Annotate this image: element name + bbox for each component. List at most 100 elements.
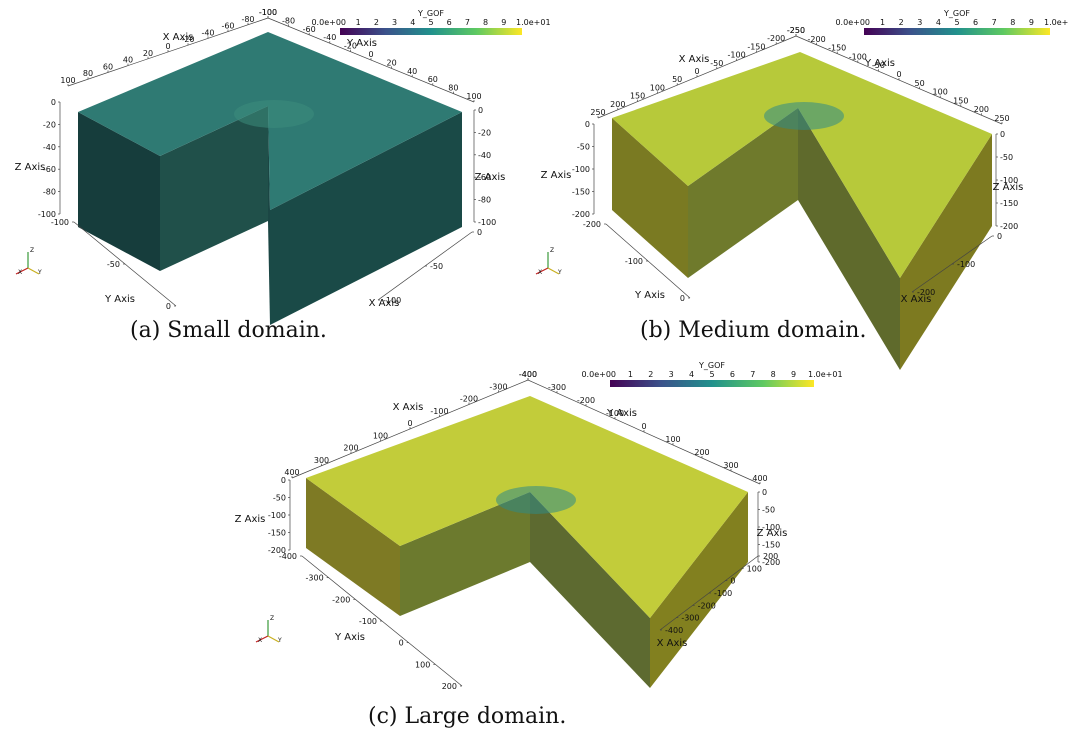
colorbar-tick-label: 9 <box>791 370 796 379</box>
notch-left-face <box>688 108 798 278</box>
axis-tick-label: -300 <box>306 574 324 583</box>
axis-title-x-bottom: X Axis <box>369 298 400 309</box>
axis-title-z-right: Z Axis <box>475 172 506 183</box>
axis-title-z-right: Z Axis <box>993 182 1024 193</box>
colorbar-tick-label: 6 <box>447 18 452 27</box>
colorbar <box>340 28 522 35</box>
colorbar-tick-label: 4 <box>689 370 694 379</box>
panel-small-domain: Y_GOF 0.0e+00 1 2 3 4 5 6 7 8 9 1.0e+01 100 80 60 40 20 0… <box>0 0 551 350</box>
triad-y-label: Y <box>557 269 562 276</box>
colorbar-tick-label: 7 <box>750 370 755 379</box>
colorbar-tick-label: 7 <box>465 18 470 27</box>
colorbar <box>864 28 1050 35</box>
axis-tick-label: 300 <box>314 456 329 465</box>
axis-title-x-bottom: X Axis <box>901 294 932 305</box>
axis-tick-label: 80 <box>83 69 93 78</box>
axis-tick-label: -100 <box>957 260 975 269</box>
axis-tick-label: -100 <box>51 218 69 227</box>
axis-tick-label: 0 <box>762 488 767 497</box>
axis-tick-label: -50 <box>273 494 286 503</box>
axis-tick-label: -100 <box>359 617 377 626</box>
colorbar-title: Y_GOF <box>698 361 725 370</box>
axis-tick-label: 0 <box>51 98 56 107</box>
axis-tick-label: -100 <box>478 218 496 227</box>
axis-tick-label: -400 <box>665 626 683 635</box>
axis-tick-label: -60 <box>43 165 56 174</box>
colorbar-tick-label: 0.0e+00 <box>835 18 870 27</box>
axis-tick-label: 150 <box>630 92 645 101</box>
axis-tick-label: -150 <box>762 541 780 550</box>
axis-tick-label: 250 <box>590 108 605 117</box>
colorbar-title: Y_GOF <box>943 9 970 18</box>
axis-tick-label: 100 <box>933 88 948 97</box>
axis-tick-label: -20 <box>344 42 357 51</box>
axis-tick-label: 80 <box>448 84 458 93</box>
colorbar-tick-label: 1 <box>356 18 361 27</box>
notch-left-face <box>160 106 268 271</box>
triad-x-axis <box>255 635 269 643</box>
axis-tick-label: -150 <box>572 188 590 197</box>
axis-tick-label: -100 <box>714 589 732 598</box>
colorbar-tick-label: 4 <box>936 18 941 27</box>
colorbar-tick-label: 5 <box>428 18 433 27</box>
axis-tick-label: -60 <box>478 173 491 182</box>
triad-z-label: Z <box>270 615 274 622</box>
axis-tick-label: 200 <box>974 105 989 114</box>
axis-tick-label: 20 <box>387 58 397 67</box>
axis-tick-label: -200 <box>767 34 785 43</box>
axis-tick-label: -40 <box>478 151 491 160</box>
colorbar-tick-label: 0.0e+00 <box>311 18 346 27</box>
triad-y-axis <box>547 267 560 275</box>
axis-tick-label: -50 <box>107 260 120 269</box>
colorbar-tick-label: 8 <box>771 370 776 379</box>
axis-tick-label: -200 <box>808 35 826 44</box>
triad-y-label: Y <box>37 269 42 276</box>
axis-tick-label: -100 <box>259 8 277 17</box>
axis-tick-label: 100 <box>747 564 762 573</box>
colorbar-tick-label: 2 <box>374 18 379 27</box>
axis-tick-label: -40 <box>201 28 214 37</box>
axis-tick-label: -100 <box>430 407 448 416</box>
axis-tick-label: -50 <box>577 143 590 152</box>
left-face <box>78 112 160 271</box>
colorbar-tick-label: 2 <box>648 370 653 379</box>
axis-tick-label: -150 <box>828 44 846 53</box>
render-group: Y_GOF 0.0e+00 1 2 3 4 5 6 7 8 9 1.0e+01 100 80 60 40 20 0… <box>15 8 551 325</box>
axis-tick-label: -150 <box>1000 199 1018 208</box>
axis-tick-label: -50 <box>872 61 885 70</box>
axis-tick-label: 60 <box>103 62 113 71</box>
triad-y-axis <box>267 635 280 643</box>
colorbar-tick-label: 3 <box>669 370 674 379</box>
colorbar-tick-label: 1.0e+01 <box>1044 18 1068 27</box>
axis-tick-label: 0 <box>281 476 286 485</box>
axis-title-x-top: X Axis <box>393 402 424 413</box>
triad-x-label: X <box>18 269 22 276</box>
axis-tick-label: -300 <box>489 382 507 391</box>
axis-tick-label: -200 <box>583 220 601 229</box>
axis-tick-label: -200 <box>332 595 350 604</box>
axis-tick-label: -400 <box>519 370 537 379</box>
axis-title-y-bottom: Y Axis <box>334 632 365 643</box>
axis-tick-label: -60 <box>221 22 234 31</box>
axis-title-y-top: Y Axis <box>606 408 637 419</box>
axis-tick-label: 0 <box>680 294 685 303</box>
render-group: Y_GOF 0.0e+00 1 2 3 4 5 6 7 8 9 1.0e+01 250 200 150 100… <box>535 9 1068 370</box>
axis-tick-label: -20 <box>478 128 491 137</box>
axis-tick-label: 0 <box>165 42 170 51</box>
axis-title-x-bottom: X Axis <box>657 638 688 649</box>
axis-tick-label: 0 <box>477 228 482 237</box>
colorbar-tick-label: 8 <box>483 18 488 27</box>
axis-tick-label: -300 <box>548 383 566 392</box>
colorbar-tick-label: 3 <box>392 18 397 27</box>
colorbar-tick-label: 9 <box>1029 18 1034 27</box>
axis-tick-label: 20 <box>143 49 153 58</box>
axis-tick-label: 100 <box>60 76 75 85</box>
axis-tick-label: -50 <box>710 59 723 68</box>
axis-title-y-top: Y Axis <box>864 58 895 69</box>
axis-title-y-top: Y Axis <box>346 38 377 49</box>
axis-tick-label: -150 <box>268 529 286 538</box>
axis-tick-label: -200 <box>572 210 590 219</box>
surface-feature <box>496 486 576 514</box>
axis-title-z-left: Z Axis <box>235 514 266 525</box>
